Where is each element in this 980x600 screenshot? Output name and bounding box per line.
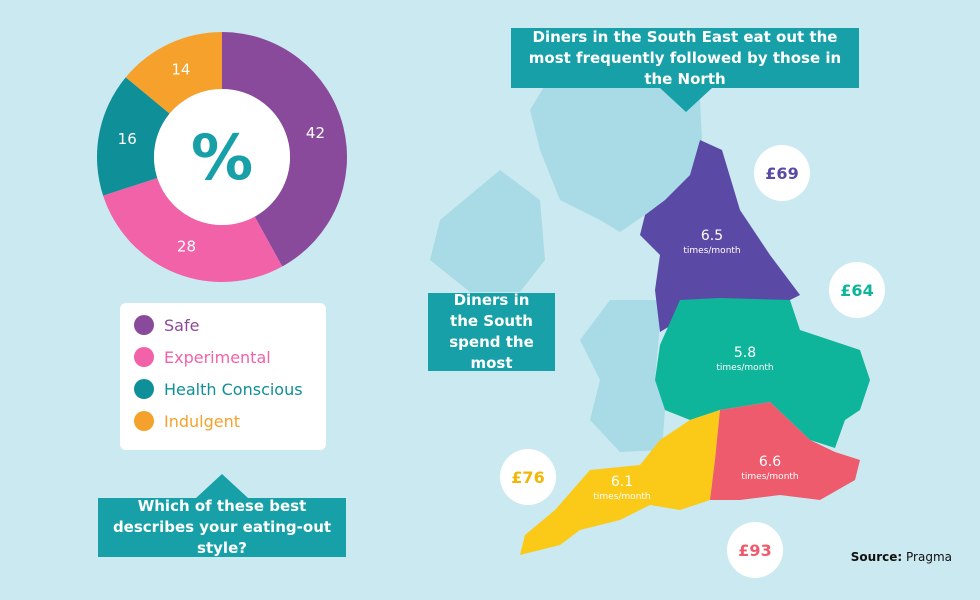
legend-label: Health Conscious bbox=[164, 379, 303, 399]
region-unit: times/month bbox=[683, 246, 740, 256]
legend-item: Experimental bbox=[134, 347, 271, 367]
slice-label: 14 bbox=[171, 61, 190, 79]
legend-swatch bbox=[134, 379, 154, 399]
region bbox=[655, 298, 870, 448]
legend-item: Safe bbox=[134, 315, 199, 335]
donut-slice bbox=[125, 32, 222, 114]
legend-label: Experimental bbox=[164, 347, 271, 367]
legend-label: Indulgent bbox=[164, 411, 241, 431]
callout-side: Diners in the South spend the most bbox=[428, 291, 555, 372]
region-frequency: 6.5 bbox=[701, 228, 723, 244]
ireland bbox=[430, 170, 545, 292]
region bbox=[520, 410, 720, 555]
callout-arrow bbox=[660, 88, 712, 112]
region-spend: £93 bbox=[738, 541, 771, 560]
region-spend: £76 bbox=[511, 468, 544, 487]
region bbox=[710, 402, 860, 500]
donut-slice bbox=[97, 77, 170, 196]
source-name: Pragma bbox=[906, 550, 952, 564]
region-frequency: 5.8 bbox=[734, 345, 756, 361]
legend-swatch bbox=[134, 411, 154, 431]
spend-badge bbox=[500, 449, 556, 505]
legend-label: Safe bbox=[164, 315, 200, 335]
region-unit: times/month bbox=[593, 492, 650, 502]
region-frequency: 6.1 bbox=[611, 474, 633, 490]
region bbox=[640, 140, 800, 332]
legend-item: Indulgent bbox=[134, 411, 240, 431]
question-arrow bbox=[196, 474, 248, 498]
region-spend: £69 bbox=[765, 164, 798, 183]
slice-label: 16 bbox=[118, 130, 137, 148]
source: Source: Pragma bbox=[851, 550, 952, 564]
legend-item: Health Conscious bbox=[134, 379, 303, 399]
scotland bbox=[530, 40, 702, 232]
source-label: Source: bbox=[850, 550, 903, 564]
region-unit: times/month bbox=[741, 472, 798, 482]
region-spend: £64 bbox=[840, 281, 873, 300]
slice-label: 28 bbox=[177, 238, 196, 256]
legend: Safe Experimental Health Conscious Indulgen… bbox=[120, 303, 326, 450]
center-label: % bbox=[191, 121, 253, 194]
legend-swatch bbox=[134, 315, 154, 335]
callout-top: Diners in the South East eat out the mos… bbox=[511, 28, 859, 88]
wales bbox=[580, 300, 665, 452]
spend-badge bbox=[727, 522, 783, 578]
slice-label: 42 bbox=[306, 124, 325, 142]
donut-center bbox=[154, 89, 290, 225]
legend-swatch bbox=[134, 347, 154, 367]
donut-slice bbox=[222, 32, 348, 267]
region-unit: times/month bbox=[716, 363, 773, 373]
donut-slice bbox=[103, 178, 283, 282]
map bbox=[430, 40, 702, 452]
question: Which of these best describes your eatin… bbox=[98, 497, 346, 557]
region-frequency: 6.6 bbox=[759, 454, 781, 470]
spend-badge bbox=[829, 262, 885, 318]
spend-badge bbox=[754, 145, 810, 201]
